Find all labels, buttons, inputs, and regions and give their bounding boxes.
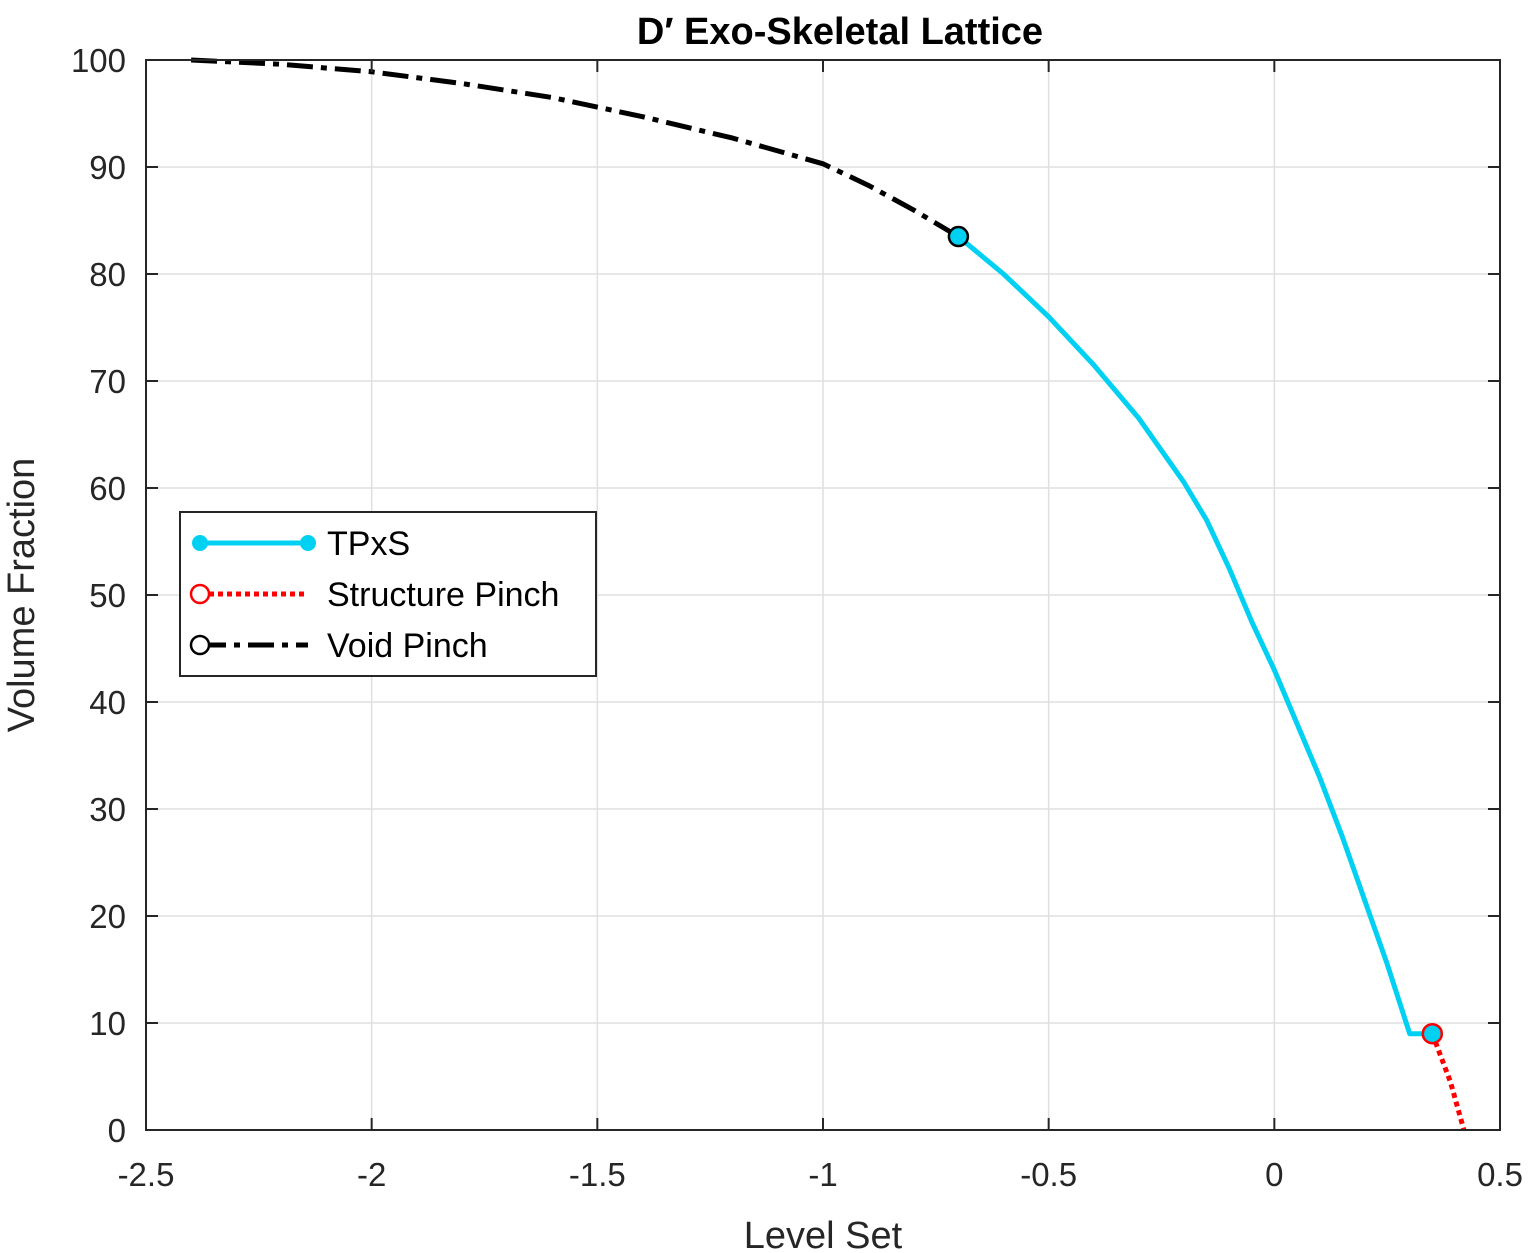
y-tick-label: 0 [108, 1112, 126, 1149]
x-tick-label: 0 [1265, 1156, 1283, 1193]
legend-marker-tpxs-right [300, 535, 316, 551]
legend-marker-tpxs-left [192, 535, 208, 551]
legend: TPxS Structure Pinch Void Pinch [179, 511, 597, 677]
x-ticks: -2.5 -2 -1.5 -1 -0.5 0 0.5 [118, 60, 1523, 1193]
series-markers [947, 225, 1444, 1045]
x-tick-label: 0.5 [1477, 1156, 1523, 1193]
y-tick-label: 80 [89, 256, 126, 293]
x-axis-label: Level Set [744, 1215, 903, 1253]
y-tick-label: 40 [89, 684, 126, 721]
y-tick-label: 30 [89, 791, 126, 828]
series-line-void-pinch [190, 57, 960, 239]
legend-item-tpxs: TPxS [192, 525, 410, 563]
y-tick-label: 90 [89, 149, 126, 186]
legend-label-tpxs: TPxS [327, 525, 410, 563]
y-axis-label: Volume Fraction [1, 458, 43, 733]
y-tick-label: 10 [89, 1005, 126, 1042]
legend-label-structure-pinch: Structure Pinch [327, 576, 559, 614]
x-tick-label: -2 [357, 1156, 386, 1193]
series-line-structure-pinch [1429, 1032, 1467, 1131]
legend-marker-structure-pinch [189, 583, 211, 605]
marker-structure-pinch [1421, 1022, 1444, 1045]
x-tick-label: -1.5 [569, 1156, 626, 1193]
marker-void-pinch [947, 225, 970, 248]
legend-marker-void-pinch [189, 634, 211, 656]
x-tick-label: -1 [808, 1156, 837, 1193]
legend-item-structure-pinch: Structure Pinch [189, 576, 559, 614]
chart-title: D′ Exo-Skeletal Lattice [637, 11, 1043, 53]
series-lines [190, 57, 1467, 1131]
x-tick-label: -2.5 [118, 1156, 175, 1193]
series-line-tpxs [956, 234, 1433, 1037]
y-tick-label: 50 [89, 577, 126, 614]
legend-item-void-pinch: Void Pinch [189, 627, 488, 665]
y-tick-label: 70 [89, 363, 126, 400]
y-tick-label: 60 [89, 470, 126, 507]
y-tick-label: 100 [71, 42, 126, 79]
y-ticks: 0 10 20 30 40 50 60 70 80 90 100 [71, 42, 1500, 1149]
y-tick-label: 20 [89, 898, 126, 935]
x-tick-label: -0.5 [1020, 1156, 1077, 1193]
legend-label-void-pinch: Void Pinch [327, 627, 488, 665]
